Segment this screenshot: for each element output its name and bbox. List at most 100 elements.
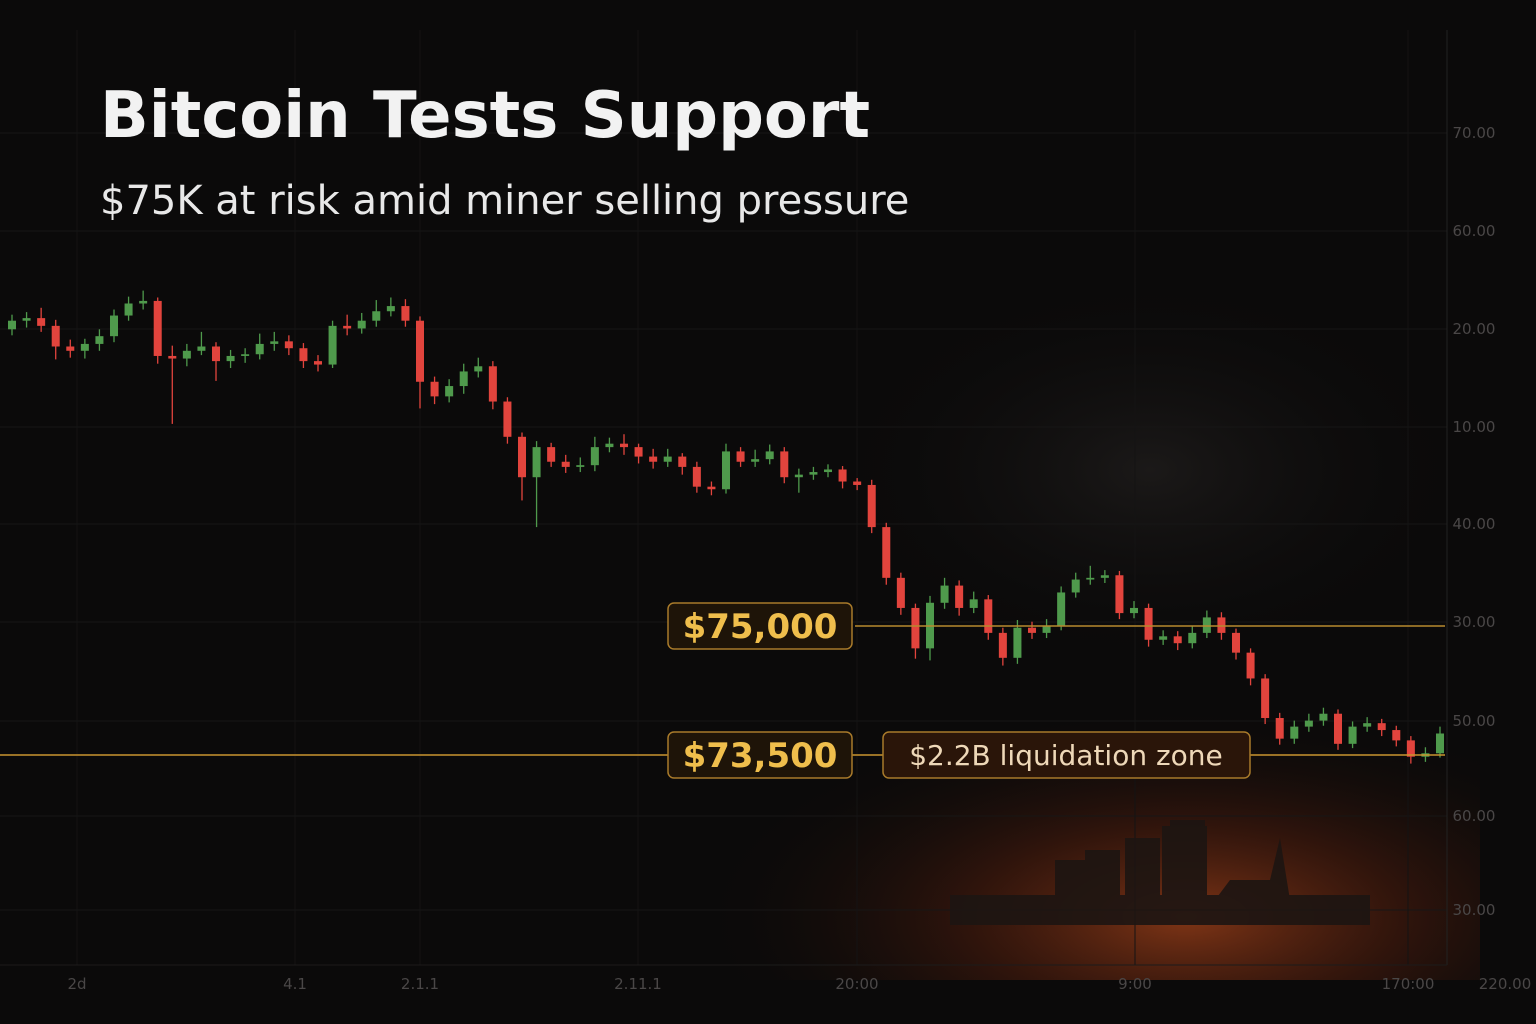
candle-body xyxy=(1392,730,1401,741)
candle-body xyxy=(1144,607,1153,640)
candle-body xyxy=(867,484,876,528)
annotation: $2.2B liquidation zone xyxy=(909,739,1223,772)
candle-body xyxy=(1202,617,1211,633)
bottom-axis-label: 9:00 xyxy=(1118,975,1152,993)
candle-body xyxy=(1290,726,1299,739)
candle-body xyxy=(503,401,512,437)
candles xyxy=(7,290,1445,764)
candle-body xyxy=(153,300,162,356)
candle-body xyxy=(474,366,483,372)
candle-body xyxy=(1377,723,1386,731)
candle-body xyxy=(328,325,337,365)
candle-body xyxy=(751,459,760,462)
candle-body xyxy=(823,469,833,473)
candle-body xyxy=(984,599,993,633)
candle-body xyxy=(561,461,570,467)
candle-body xyxy=(1231,632,1241,653)
candle-body xyxy=(415,320,425,382)
candle-body xyxy=(707,486,716,490)
candle-body xyxy=(634,447,643,457)
candle-body xyxy=(678,456,687,467)
candle-body xyxy=(1042,626,1051,633)
candle-body xyxy=(284,341,293,349)
candle-body xyxy=(197,346,206,351)
candle-body xyxy=(794,474,803,478)
right-axis-label: 70.00 xyxy=(1453,124,1496,142)
candle-body xyxy=(241,354,250,356)
candle-body xyxy=(1304,720,1313,727)
candle-body xyxy=(182,350,191,359)
candle-body xyxy=(838,469,847,482)
candle-body xyxy=(1071,579,1080,593)
candle-body xyxy=(1333,713,1343,744)
candle-body xyxy=(955,585,964,608)
candle-body xyxy=(590,447,599,466)
candle-body xyxy=(1129,607,1139,614)
candle-body xyxy=(313,361,323,365)
candle-body xyxy=(51,325,60,347)
candle-body xyxy=(357,320,366,329)
subtitle: $75K at risk amid miner selling pressure xyxy=(100,178,909,224)
candle-body xyxy=(401,306,410,321)
candle-body xyxy=(605,443,614,448)
bottom-axis-label: 2.1.1 xyxy=(401,975,439,993)
candle-body xyxy=(780,451,789,478)
candle-body xyxy=(37,318,46,326)
candle-body xyxy=(1319,713,1328,721)
candle-body xyxy=(211,346,221,362)
candle-body xyxy=(532,447,541,478)
candle-body xyxy=(619,443,629,448)
right-axis-label: 20.00 xyxy=(1453,320,1496,338)
bottom-axis-label: 2d xyxy=(67,975,86,993)
candle-body xyxy=(386,306,395,312)
candle-body xyxy=(1406,740,1415,757)
candle-body xyxy=(853,481,862,485)
candle-body xyxy=(1261,678,1270,719)
candle-body xyxy=(124,303,133,316)
candle-body xyxy=(1246,652,1255,679)
level-label: $73,500 xyxy=(683,736,838,776)
miners-silhouette xyxy=(950,820,1370,925)
candle-body xyxy=(1086,577,1095,580)
candle-body xyxy=(139,300,148,304)
bottom-axis-label: 4.1 xyxy=(283,975,307,993)
right-axis-label: 30.00 xyxy=(1453,613,1496,631)
candle-body xyxy=(22,318,31,321)
candle-body xyxy=(663,456,672,462)
candle-body xyxy=(649,456,658,462)
candle-body xyxy=(517,436,527,478)
candle-body xyxy=(95,336,104,344)
candle-body xyxy=(998,632,1007,658)
bottom-axis-label: 220.00 xyxy=(1479,975,1532,993)
candle-body xyxy=(1188,632,1197,644)
candle-body xyxy=(80,343,89,351)
candle-body xyxy=(66,346,75,351)
bottom-axis-label: 20:00 xyxy=(835,975,878,993)
candle-body xyxy=(1057,592,1066,626)
candle-body xyxy=(721,451,731,490)
candle-body xyxy=(1159,636,1168,640)
right-axis-label: 60.00 xyxy=(1453,807,1496,825)
candle-body xyxy=(109,315,119,337)
candle-body xyxy=(1217,617,1226,633)
candle-body xyxy=(1435,733,1445,754)
right-axis-label: 30.00 xyxy=(1453,901,1496,919)
candle-body xyxy=(547,447,556,462)
level-label-box xyxy=(667,602,853,650)
candle-body xyxy=(430,381,439,397)
candle-body xyxy=(270,341,279,344)
right-axis-label: 40.00 xyxy=(1453,515,1496,533)
candle-body xyxy=(1115,575,1124,614)
candle-body xyxy=(372,311,381,321)
candle-body xyxy=(226,355,235,362)
candle-body xyxy=(343,325,352,329)
candle-body xyxy=(459,371,468,387)
candle-body xyxy=(1173,636,1182,644)
candle-body xyxy=(940,585,949,603)
candle-body xyxy=(1013,627,1022,658)
levels: $75,000 $73,500 $2.2B liquidation zone xyxy=(0,602,1445,779)
candle-body xyxy=(911,607,920,649)
candle-body xyxy=(765,451,774,460)
candle-body xyxy=(882,527,891,578)
